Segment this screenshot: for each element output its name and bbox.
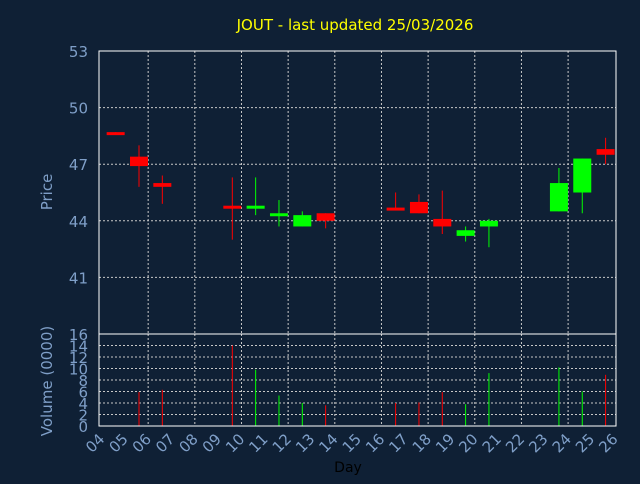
x-tick-label: 08 [175,430,201,456]
x-tick-label: 07 [152,430,178,456]
candle-body [293,215,312,227]
axis-tick-labels: 4144475053024681012141604050607080910111… [69,43,622,456]
price-plot-frame [98,50,617,335]
price-tick-label: 41 [69,269,88,287]
candle-body [433,218,452,227]
price-grid [99,51,616,334]
volume-tick-label: 14 [69,338,88,356]
x-tick-label: 16 [362,430,388,456]
volume-plot-frame [98,333,617,427]
candle-body [129,156,148,167]
x-tick-label: 11 [245,430,271,456]
x-tick-label: 26 [595,430,621,456]
x-tick-label: 18 [409,430,435,456]
x-tick-label: 22 [502,430,528,456]
candle-body [316,213,335,221]
x-tick-label: 10 [222,430,248,456]
x-axis-label: Day [334,460,362,476]
volume-tick-label: 0 [78,418,88,436]
x-tick-label: 23 [525,430,551,456]
volume-bars [115,345,607,426]
x-tick-label: 14 [315,430,341,456]
candle-body [456,230,475,236]
volume-axis-label: Volume (0000) [38,326,56,436]
candle-body [246,205,265,209]
x-tick-label: 06 [129,430,155,456]
candle-body [409,201,428,214]
candle-body [479,220,498,227]
candle-body [549,183,568,212]
volume-tick-label: 4 [78,395,88,413]
volume-tick-label: 10 [69,361,88,379]
volume-tick-label: 12 [69,349,88,367]
chart-title: JOUT - last updated 25/03/2026 [236,16,474,34]
x-tick-label: 15 [339,430,365,456]
candle-body [573,158,592,193]
x-tick-label: 17 [385,430,411,456]
price-tick-label: 47 [69,156,88,174]
volume-tick-label: 2 [78,407,88,425]
x-tick-label: 13 [292,430,318,456]
price-tick-label: 44 [69,213,88,231]
price-axis-label: Price [38,174,56,211]
volume-tick-label: 16 [69,326,88,344]
price-candles [106,132,615,248]
x-tick-label: 24 [549,430,575,456]
candle-body [269,213,288,217]
volume-grid [99,334,616,426]
x-tick-label: 25 [572,430,598,456]
candle-body [386,207,405,211]
volume-tick-label: 6 [78,384,88,402]
candle-body [596,149,615,155]
price-tick-label: 50 [69,100,88,118]
x-tick-label: 20 [455,430,481,456]
x-tick-label: 19 [432,430,458,456]
candle-body [106,132,125,136]
candle-body [223,205,242,209]
price-tick-label: 53 [69,43,88,61]
x-tick-label: 12 [269,430,295,456]
x-tick-label: 09 [199,430,225,456]
volume-tick-label: 8 [78,372,88,390]
x-tick-label: 21 [479,430,505,456]
candle-body [153,183,172,187]
x-tick-label: 05 [105,430,131,456]
